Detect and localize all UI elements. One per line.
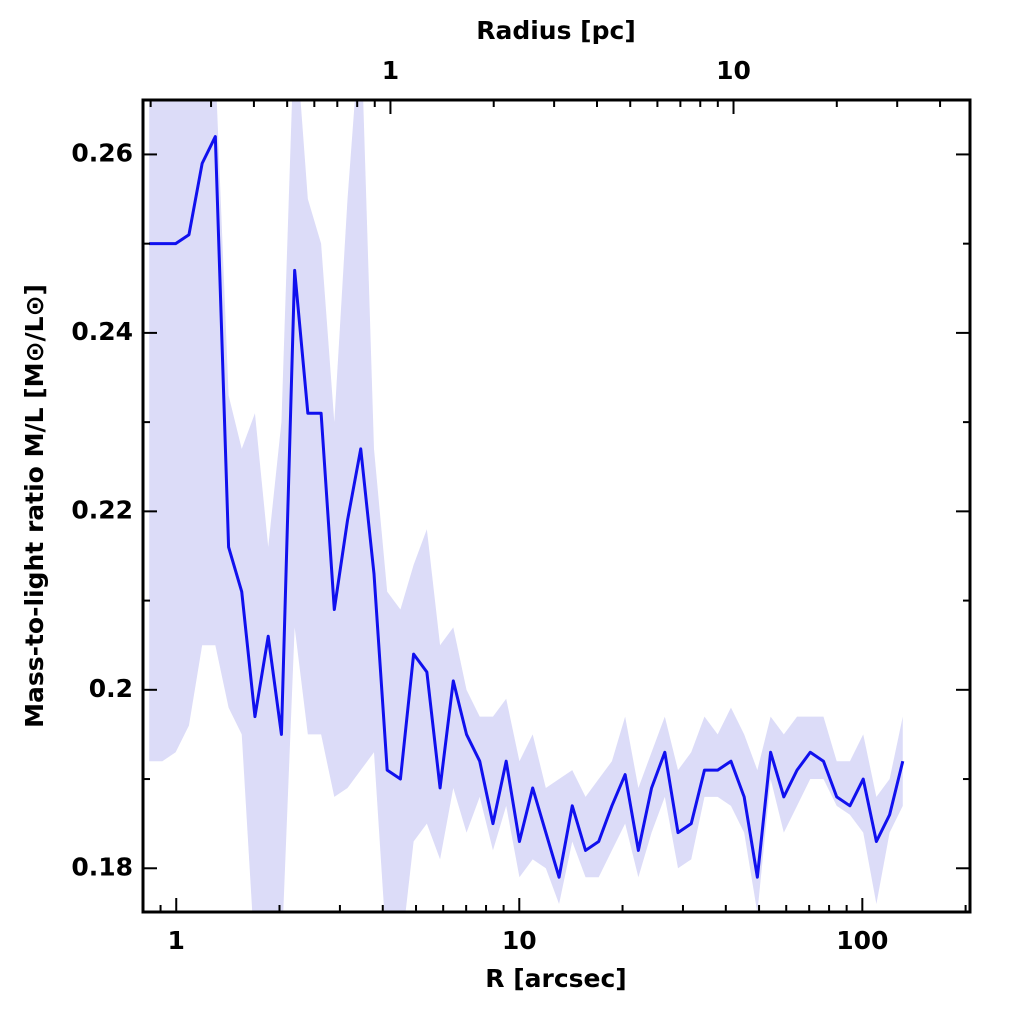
top-axis-label: Radius [pc]	[476, 16, 636, 45]
y-tick-label: 0.26	[71, 138, 133, 167]
x-tick-label: 1	[168, 926, 185, 955]
top-tick-label: 1	[382, 56, 399, 85]
x-tick-label: 100	[836, 926, 888, 955]
plot-frame	[141, 98, 972, 914]
y-tick-label: 0.22	[71, 495, 133, 524]
y-axis-label: Mass-to-light ratio M/L [M⊙/L⊙]	[20, 284, 49, 728]
x-axis-label: R [arcsec]	[485, 964, 626, 993]
y-tick-label: 0.2	[89, 674, 133, 703]
x-tick-label: 10	[502, 926, 537, 955]
top-tick-label: 10	[716, 56, 751, 85]
y-tick-label: 0.18	[71, 852, 133, 881]
data-line	[149, 135, 905, 879]
y-tick-label: 0.24	[71, 317, 133, 346]
error-band	[149, 100, 903, 912]
